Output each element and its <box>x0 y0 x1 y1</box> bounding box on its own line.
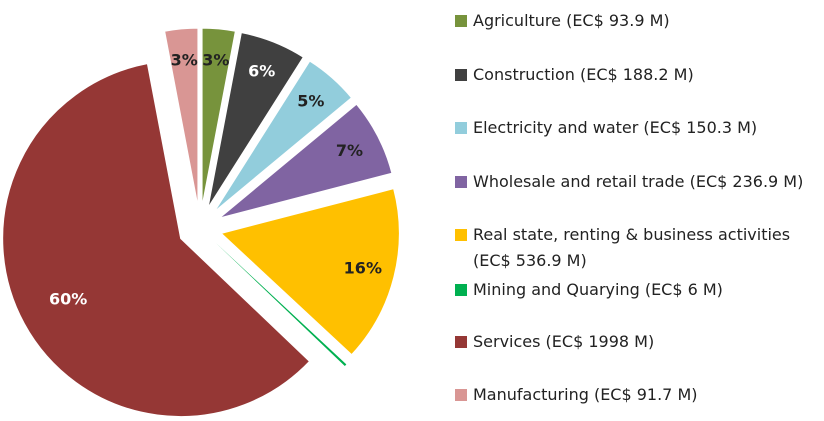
legend-item: Real state, renting & business activitie… <box>455 222 815 274</box>
pie-slice <box>207 32 304 208</box>
data-label: 7% <box>336 141 363 160</box>
legend-label: Mining and Quarying (EC$ 6 M) <box>473 280 723 299</box>
legend-label: Electricity and water (EC$ 150.3 M) <box>473 118 758 137</box>
pie-slice <box>214 60 353 212</box>
pie-slice <box>219 103 393 219</box>
legend-label: Manufacturing (EC$ 91.7 M) <box>473 385 698 404</box>
legend-swatch <box>455 389 467 401</box>
data-label: 5% <box>297 91 324 110</box>
pie-area: 3% 6% 5% 7% 16% 60% 3% <box>2 27 400 418</box>
legend-swatch <box>455 69 467 81</box>
legend-item: Construction (EC$ 188.2 M) <box>455 62 815 88</box>
legend-label: Agriculture (EC$ 93.9 M) <box>473 11 670 30</box>
legend-label: Wholesale and retail trade (EC$ 236.9 M) <box>473 172 804 191</box>
legend-label: Real state, renting & business activitie… <box>473 225 791 270</box>
legend-swatch <box>455 229 467 241</box>
legend-label: Services (EC$ 1998 M) <box>473 332 655 351</box>
pie-slice <box>2 63 311 418</box>
legend-swatch <box>455 122 467 134</box>
legend-item: Electricity and water (EC$ 150.3 M) <box>455 115 815 141</box>
pie-slice <box>201 27 236 207</box>
pie-slice <box>220 188 400 356</box>
legend-item: Manufacturing (EC$ 91.7 M) <box>455 382 815 408</box>
data-label: 3% <box>171 50 198 69</box>
legend-swatch <box>455 336 467 348</box>
legend-swatch <box>455 284 467 296</box>
data-label: 3% <box>202 50 229 69</box>
legend-swatch <box>455 15 467 27</box>
legend-label: Construction (EC$ 188.2 M) <box>473 65 694 84</box>
legend-swatch <box>455 176 467 188</box>
legend-item: Services (EC$ 1998 M) <box>455 329 815 355</box>
pie-slice <box>216 243 347 366</box>
pie-slice <box>164 27 199 207</box>
data-label: 16% <box>344 259 382 278</box>
data-label: 60% <box>49 289 87 308</box>
legend-item: Agriculture (EC$ 93.9 M) <box>455 8 815 34</box>
legend-item: Mining and Quarying (EC$ 6 M) <box>455 277 815 303</box>
data-label: 6% <box>248 61 275 80</box>
legend-item: Wholesale and retail trade (EC$ 236.9 M) <box>455 169 815 195</box>
